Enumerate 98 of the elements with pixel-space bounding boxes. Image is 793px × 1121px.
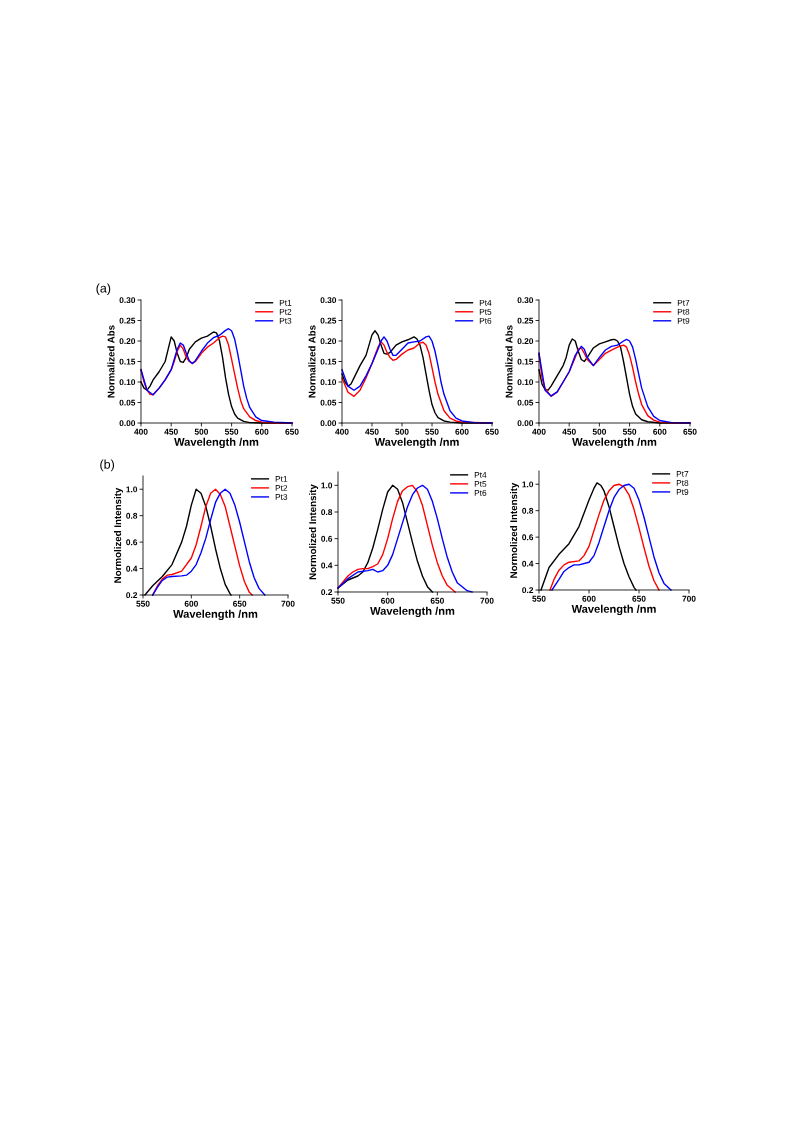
y-tick-label: 0.00 xyxy=(119,420,136,427)
x-tick-label: 600 xyxy=(255,428,269,435)
legend-label: Pt8 xyxy=(677,308,690,315)
y-tick-label: 0.4 xyxy=(321,562,333,569)
y-tick-label: 0.20 xyxy=(320,338,337,345)
x-tick-label: 400 xyxy=(335,428,349,435)
x-tick-label: 400 xyxy=(532,428,546,435)
x-tick-label: 600 xyxy=(582,595,596,602)
y-tick-label: 0.30 xyxy=(517,297,534,304)
x-axis-title: Wavelength /nm xyxy=(374,437,459,449)
x-axis-title: Wavelength /nm xyxy=(173,609,258,621)
x-tick-label: 700 xyxy=(682,595,696,602)
y-tick-label: 0.30 xyxy=(119,297,136,304)
y-tick-label: 1.0 xyxy=(522,481,534,488)
y-tick-label: 0.6 xyxy=(126,539,138,546)
x-tick-label: 600 xyxy=(381,597,395,604)
legend-label: Pt2 xyxy=(275,485,288,491)
x-tick-label: 500 xyxy=(194,428,209,435)
y-tick-label: 0.25 xyxy=(320,317,337,324)
x-tick-label: 600 xyxy=(184,600,198,607)
y-axis-title: Normalized Abs xyxy=(505,325,513,398)
y-tick-label: 0.8 xyxy=(126,512,138,519)
y-tick-label: 0.6 xyxy=(522,534,534,541)
text: (b) xyxy=(100,459,114,472)
y-tick-label: 1.0 xyxy=(321,482,333,489)
x-tick-label: 550 xyxy=(136,600,150,607)
legend-label: Pt7 xyxy=(677,299,690,306)
x-axis-title: Wavelength /nm xyxy=(572,437,657,449)
x-tick-label: 400 xyxy=(134,428,148,435)
x-tick-label: 700 xyxy=(281,600,295,607)
y-tick-label: 0.8 xyxy=(321,509,333,516)
x-tick-label: 450 xyxy=(365,428,379,435)
y-tick-label: 0.20 xyxy=(119,338,136,345)
y-tick-label: 0.4 xyxy=(522,560,534,567)
x-tick-label: 650 xyxy=(233,600,247,607)
y-tick-label: 0.15 xyxy=(119,358,136,365)
x-tick-label: 500 xyxy=(592,428,607,435)
legend-label: Pt3 xyxy=(279,317,292,324)
legend-label: Pt7 xyxy=(676,471,689,477)
y-tick-label: 0.10 xyxy=(320,379,337,386)
x-tick-label: 650 xyxy=(285,428,299,435)
x-tick-label: 450 xyxy=(562,428,576,435)
legend-label: Pt4 xyxy=(479,299,492,306)
y-tick-label: 0.00 xyxy=(517,420,534,427)
x-tick-label: 550 xyxy=(622,428,637,435)
y-tick-label: 0.10 xyxy=(517,379,534,386)
x-tick-label: 500 xyxy=(395,428,409,435)
x-tick-label: 600 xyxy=(455,428,469,435)
legend-label: Pt2 xyxy=(279,308,292,315)
x-tick-label: 650 xyxy=(632,595,646,602)
x-tick-label: 550 xyxy=(532,595,546,602)
x-tick-label: 650 xyxy=(430,597,444,604)
x-tick-label: 550 xyxy=(331,597,345,604)
y-axis-title: Normolized Intensity xyxy=(114,487,124,583)
x-axis-title: Wavelength /nm xyxy=(370,606,455,618)
y-axis-title: Normalized Abs xyxy=(308,325,316,398)
y-axis-title: Normalized Abs xyxy=(107,325,115,398)
y-tick-label: 0.4 xyxy=(126,565,138,572)
x-tick-label: 600 xyxy=(653,428,667,435)
y-tick-label: 0.15 xyxy=(517,358,534,365)
legend-label: Pt6 xyxy=(474,489,487,496)
y-tick-label: 1.0 xyxy=(126,486,138,493)
y-tick-label: 0.6 xyxy=(321,535,333,542)
legend-label: Pt8 xyxy=(676,480,689,486)
y-tick-label: 0.25 xyxy=(119,317,136,324)
y-tick-label: 0.15 xyxy=(320,358,337,365)
text: (a) xyxy=(96,283,111,296)
legend-label: Pt9 xyxy=(676,489,689,495)
y-tick-label: 0.00 xyxy=(320,420,337,427)
legend-label: Pt4 xyxy=(474,472,487,478)
y-tick-label: 0.10 xyxy=(119,379,136,386)
y-tick-label: 0.20 xyxy=(517,338,534,345)
y-tick-label: 0.2 xyxy=(126,592,138,599)
legend-label: Pt5 xyxy=(479,308,492,315)
y-tick-label: 0.30 xyxy=(320,297,337,304)
y-tick-label: 0.05 xyxy=(320,399,337,406)
y-tick-label: 0.25 xyxy=(517,317,534,324)
x-tick-label: 550 xyxy=(425,428,439,435)
y-tick-label: 0.05 xyxy=(517,399,534,406)
legend-label: Pt9 xyxy=(677,317,690,324)
x-axis-title: Wavelength /nm xyxy=(571,604,656,616)
x-tick-label: 700 xyxy=(480,597,494,604)
legend-label: Pt1 xyxy=(279,299,292,306)
x-tick-label: 550 xyxy=(224,428,239,435)
y-tick-label: 0.2 xyxy=(321,589,333,596)
y-tick-label: 0.8 xyxy=(522,507,534,514)
y-tick-label: 0.2 xyxy=(522,587,534,594)
y-tick-label: 0.05 xyxy=(119,399,136,406)
x-tick-label: 650 xyxy=(683,428,697,435)
legend-label: Pt3 xyxy=(275,494,288,500)
x-tick-label: 450 xyxy=(164,428,178,435)
legend-label: Pt1 xyxy=(275,476,288,482)
x-axis-title: Wavelength /nm xyxy=(174,437,259,449)
legend-label: Pt5 xyxy=(474,481,487,487)
x-tick-label: 650 xyxy=(485,428,499,435)
legend-label: Pt6 xyxy=(479,317,492,324)
y-axis-title: Normolized Intensity xyxy=(510,482,520,578)
y-axis-title: Normolized Intensity xyxy=(309,484,319,580)
